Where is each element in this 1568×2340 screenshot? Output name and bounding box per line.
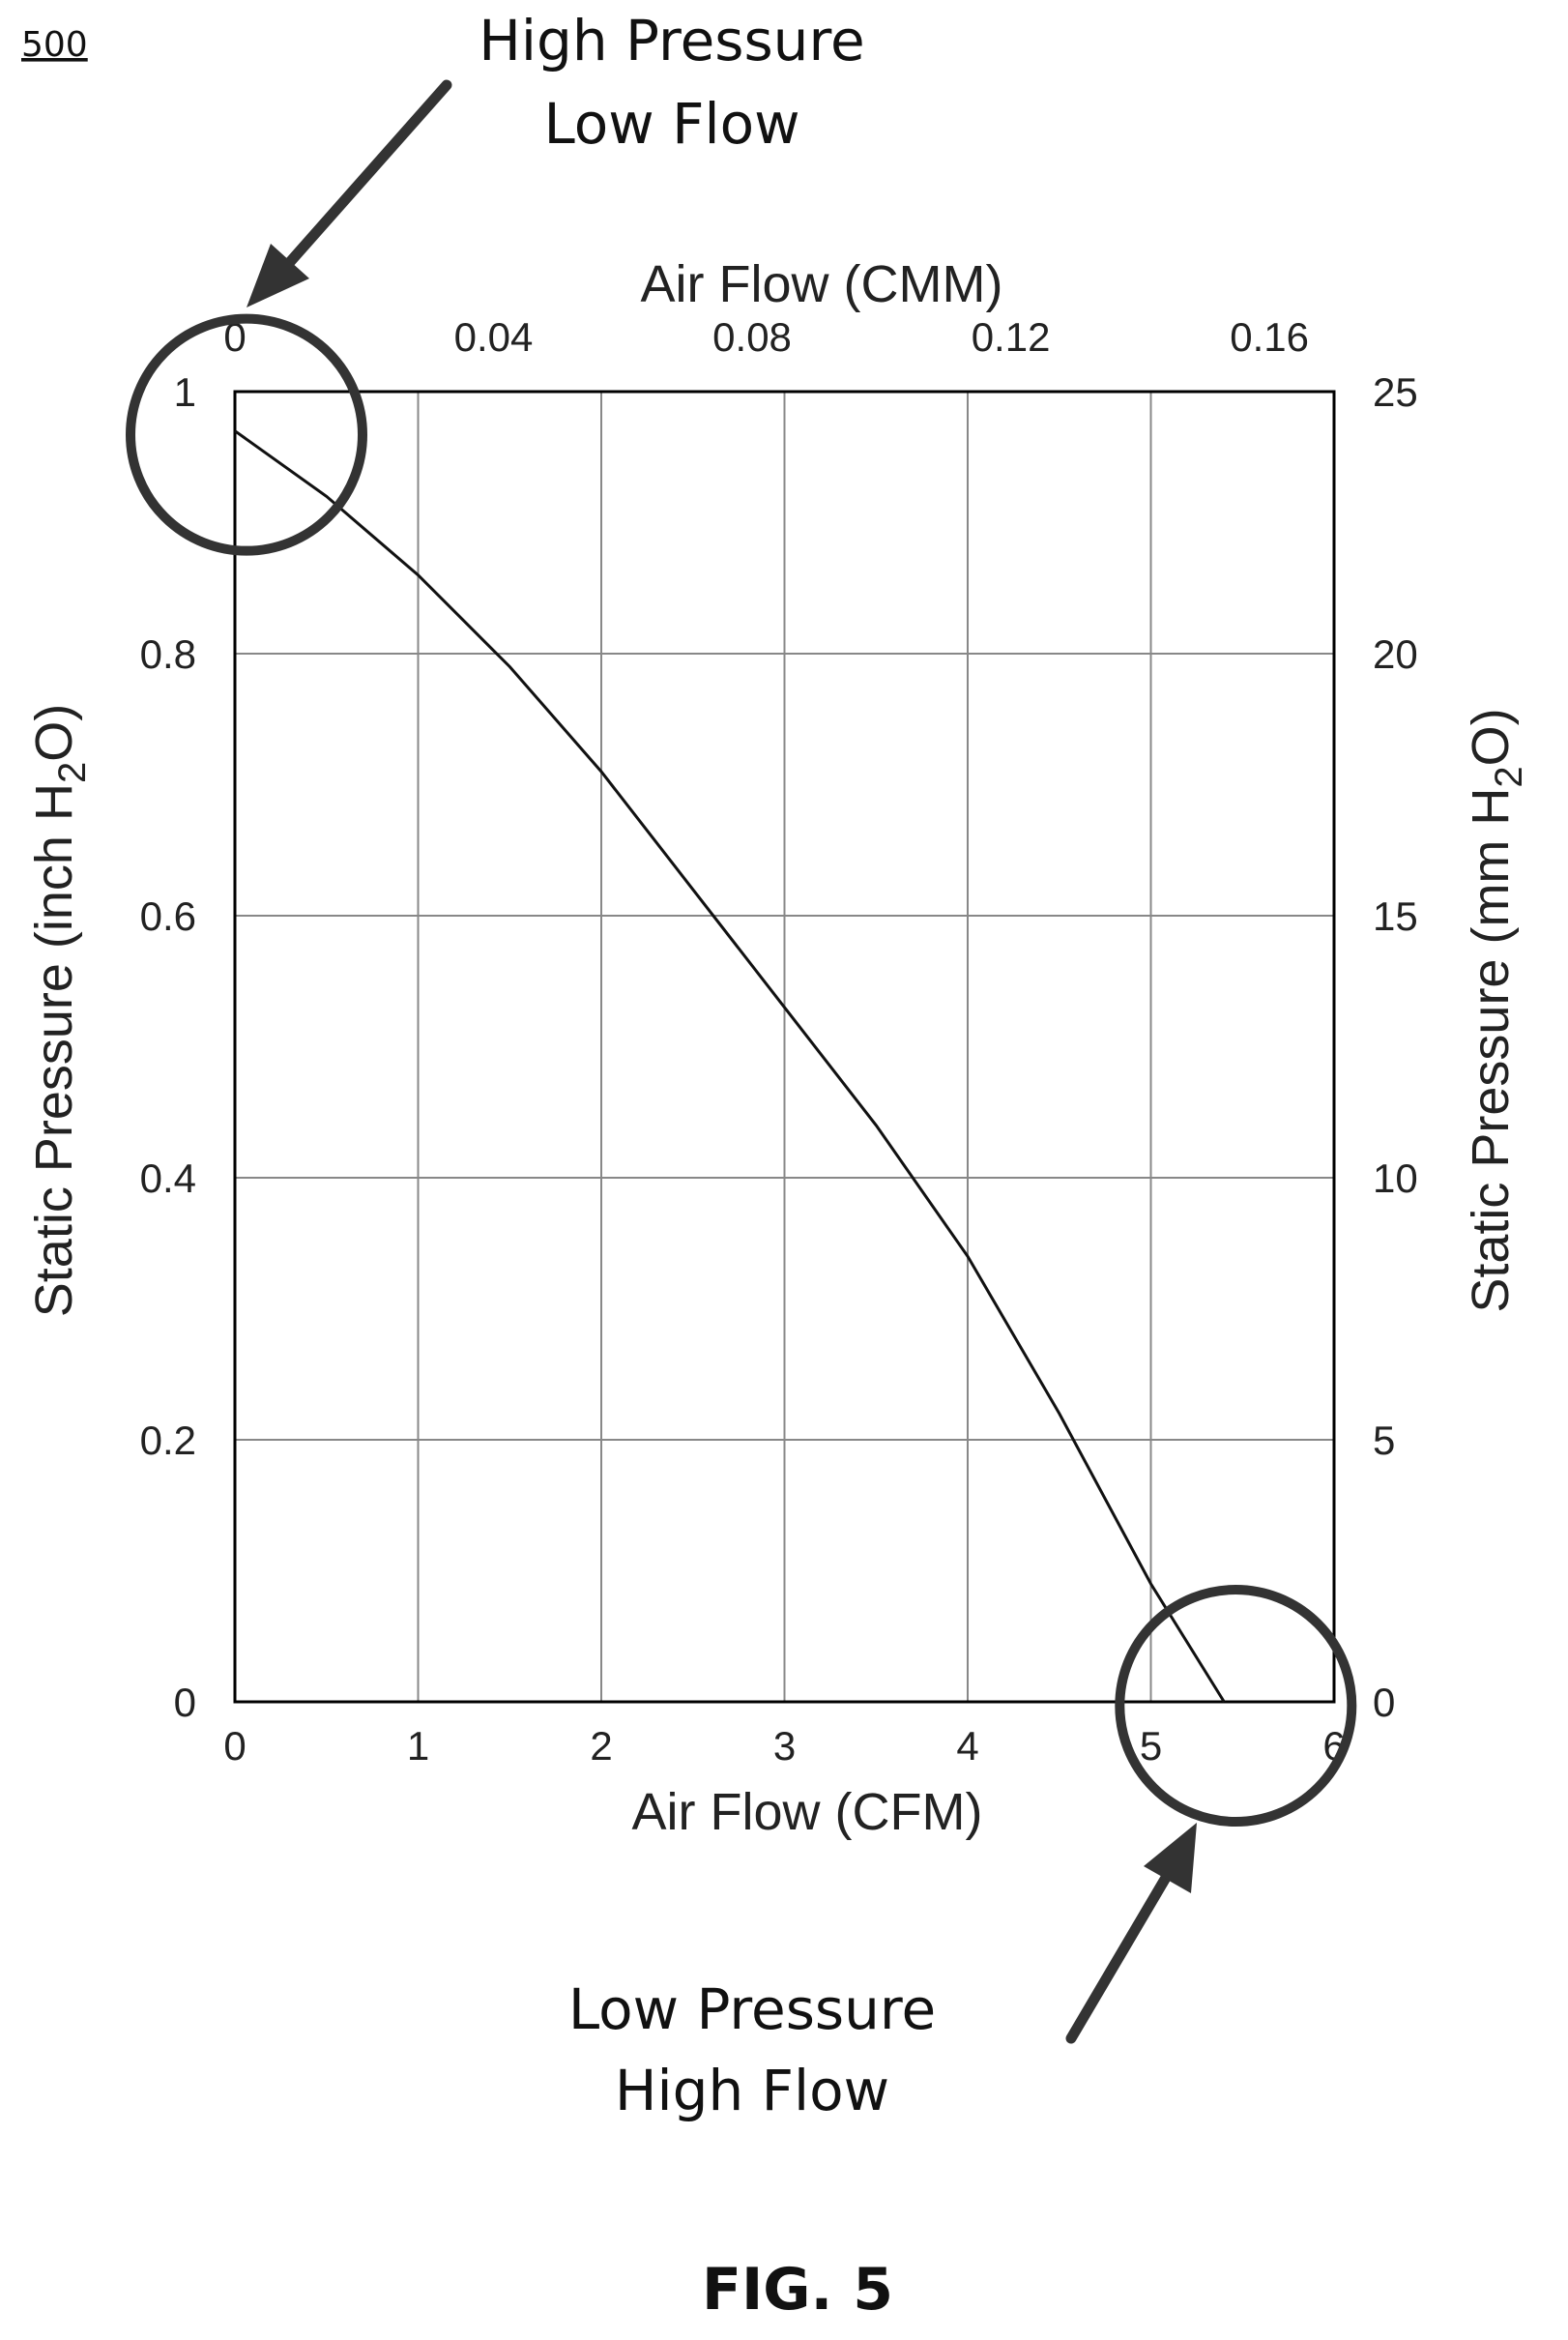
y-tick-label-right: 10 [1373,1155,1418,1201]
annotation-top-line1: High Pressure [479,8,864,73]
plot-frame [233,390,1336,1704]
y-tick-label-left: 0.6 [140,893,196,939]
annotation-top-arrow [247,79,452,307]
y-tick-label-right: 25 [1373,369,1418,415]
series-line [234,429,1226,1703]
grid-lines [235,392,1334,1702]
y-tick-label-right: 0 [1373,1680,1395,1725]
annotation-bottom-line1: Low Pressure [568,1976,936,2042]
y-tick-label-left: 0.8 [140,631,196,677]
highlight-circle-high-pressure [126,313,367,556]
x2-tick-label: 0 [223,314,246,360]
figure-caption: FIG. 5 [702,2256,893,2324]
x2-axis-label: Air Flow (CMM) [641,255,1003,313]
y-tick-label-right: 20 [1373,631,1418,677]
x2-tick-label: 0.16 [1230,314,1309,360]
x-tick-label: 0 [223,1723,246,1769]
x-tick-label: 4 [956,1723,978,1769]
highlight-circle-high-flow [1115,1585,1357,1827]
highlight-circles [126,313,1357,1827]
figure-ref-number: 500 [21,25,88,65]
y-axis-label-left: Static Pressure (inch H2O) [25,704,94,1317]
x-axis-label: Air Flow (CFM) [632,1783,983,1841]
y-tick-label-left: 0.4 [140,1155,196,1201]
y-tick-label-right: 15 [1373,893,1418,939]
x-tick-label: 5 [1140,1723,1162,1769]
x2-tick-label: 0.04 [454,314,534,360]
x-tick-label: 1 [407,1723,429,1769]
y-tick-label-left: 0 [174,1680,196,1725]
annotation-bottom-arrow [1065,1823,1197,2044]
annotation-top-line2: Low Flow [543,91,799,157]
y-tick-label-right: 5 [1373,1418,1395,1463]
y-tick-label-left: 0.2 [140,1418,196,1463]
annotation-bottom-line2: High Flow [615,2058,889,2123]
x-tick-label: 3 [773,1723,796,1769]
x2-tick-label: 0.12 [972,314,1051,360]
x-tick-label: 2 [590,1723,612,1769]
y-axis-label-right: Static Pressure (mm H2O) [1462,708,1530,1312]
y-tick-label-left: 1 [174,369,196,415]
tick-labels: 0 1 2 3 4 5 60 0.04 0.08 0.12 0.1600.20.40.60.8105… [140,314,1418,1769]
x2-tick-label: 0.08 [712,314,792,360]
